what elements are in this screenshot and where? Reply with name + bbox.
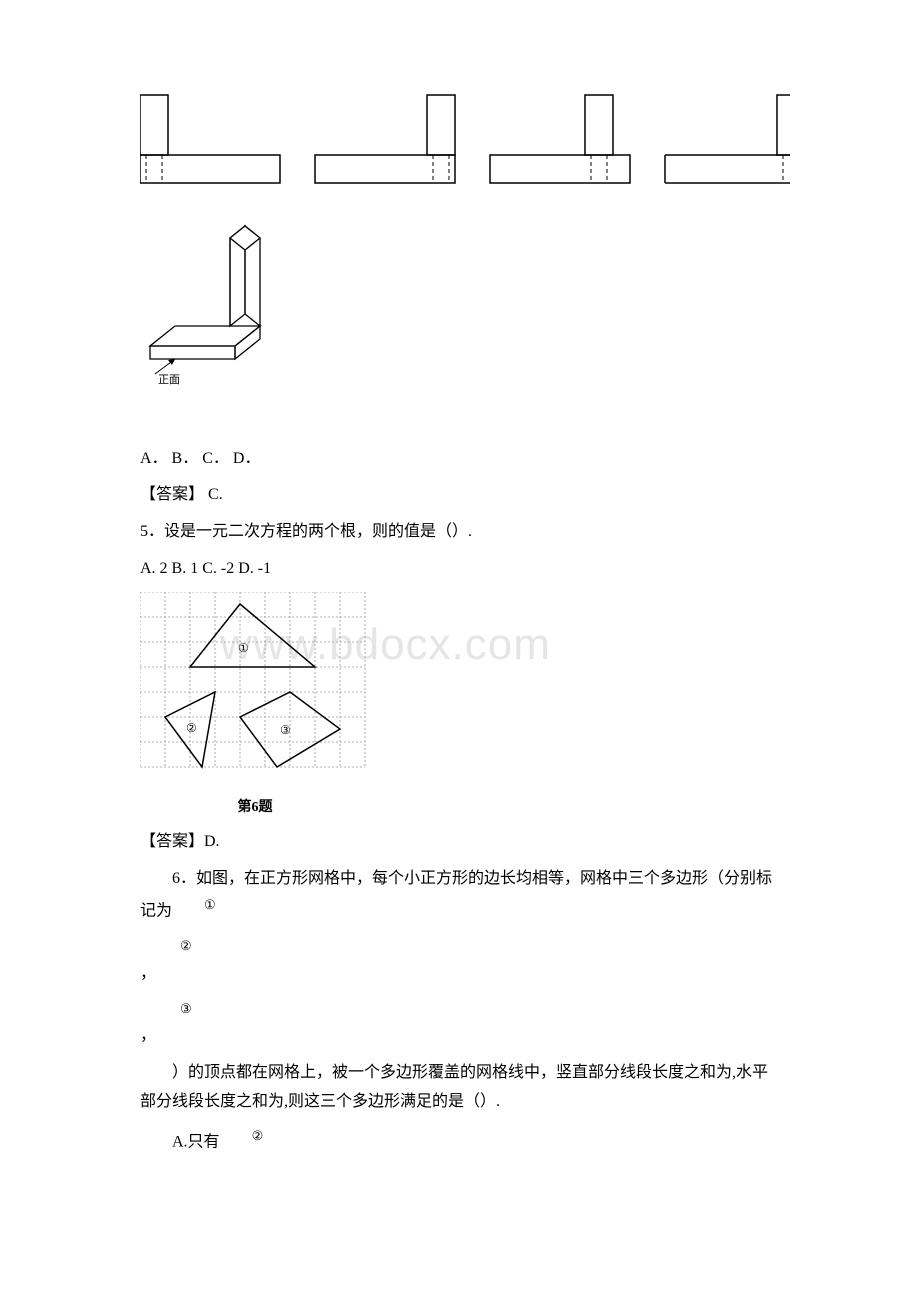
circled-2-line: ② bbox=[180, 934, 780, 957]
q6-stem-text1: 6．如图，在正方形网格中，每个小正方形的边长均相等，网格中三个多边形（分别标记为 bbox=[140, 870, 772, 920]
circled-1-icon: ① bbox=[172, 893, 216, 916]
circled-2-icon-opt: ② bbox=[220, 1124, 264, 1147]
q5-stem: 5．设是一元二次方程的两个根，则的值是（）. bbox=[140, 518, 780, 547]
q6-stem-part2: ）的顶点都在网格上，被一个多边形覆盖的网格线中，竖直部分线段长度之和为,水平部分… bbox=[140, 1059, 780, 1117]
page-content: 正面 A． B． C． D． 【答案】 C. 5．设是一元二次方程的两个根，则的… bbox=[140, 90, 780, 1158]
q4-answer: 【答案】 C. bbox=[140, 481, 780, 510]
svg-text:③: ③ bbox=[280, 723, 291, 737]
q6-optA-text: A.只有 bbox=[172, 1134, 220, 1151]
q6-grid-figure: ① ② ③ 第6题 bbox=[140, 592, 780, 820]
comma-1: ， bbox=[140, 960, 780, 989]
q6-option-a: A.只有② bbox=[140, 1124, 780, 1157]
q4-3d-figure: 正面 bbox=[140, 211, 780, 397]
q5-options: A. 2 B. 1 C. -2 D. -1 bbox=[140, 555, 780, 584]
q5-answer: 【答案】D. bbox=[140, 828, 780, 857]
circled-3-line: ③ bbox=[180, 997, 780, 1020]
q4-options: A． B． C． D． bbox=[140, 445, 780, 474]
circled-3-icon: ③ bbox=[180, 997, 192, 1020]
front-label: 正面 bbox=[158, 374, 180, 386]
svg-text:②: ② bbox=[186, 721, 197, 735]
q6-figure-caption: 第6题 bbox=[140, 795, 370, 820]
comma-2: ， bbox=[140, 1022, 780, 1051]
q6-stem-part1: 6．如图，在正方形网格中，每个小正方形的边长均相等，网格中三个多边形（分别标记为… bbox=[140, 865, 780, 927]
q4-orthographic-figures bbox=[140, 90, 780, 201]
circled-2-icon: ② bbox=[180, 934, 192, 957]
svg-text:①: ① bbox=[238, 641, 249, 655]
